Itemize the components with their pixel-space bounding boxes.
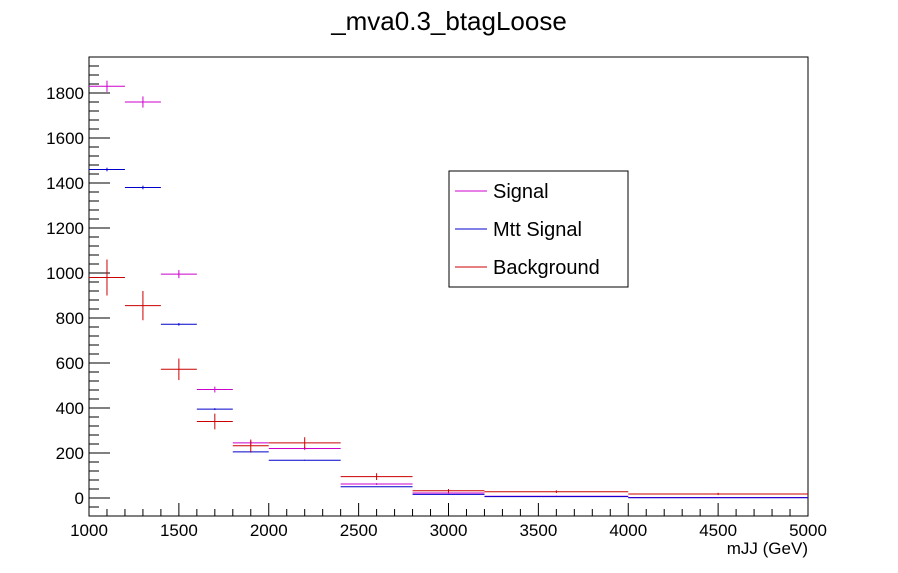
x-tick-label: 3000 (430, 521, 468, 540)
y-tick-label: 600 (56, 354, 84, 373)
y-tick-label: 0 (75, 489, 84, 508)
data-point (89, 167, 125, 172)
legend: Signal Mtt Signal Background (448, 170, 629, 288)
x-tick-label: 2000 (250, 521, 288, 540)
y-tick-label: 200 (56, 444, 84, 463)
data-point (124, 96, 161, 108)
legend-items: Signal Mtt Signal Background (455, 181, 600, 279)
data-point (628, 492, 808, 496)
data-point (196, 408, 233, 411)
y-tick-label: 800 (56, 309, 84, 328)
y-tick-label: 1600 (46, 129, 84, 148)
y-tick-label: 400 (56, 399, 84, 418)
x-tick-label: 2500 (340, 521, 378, 540)
data-point (340, 473, 413, 480)
legend-label: Background (493, 257, 600, 279)
chart-title: _mva0.3_btagLoose (330, 6, 567, 36)
x-tick-label: 4500 (699, 521, 737, 540)
data-point (232, 439, 269, 453)
data-point (196, 413, 233, 430)
data-point (268, 437, 341, 449)
data-point (160, 358, 197, 381)
y-tick-label: 1400 (46, 174, 84, 193)
data-point (124, 185, 161, 190)
series-layer (89, 80, 808, 499)
y-tick-label: 1800 (46, 84, 84, 103)
x-tick-label: 4000 (609, 521, 647, 540)
x-tick-label: 3500 (519, 521, 557, 540)
axes: 1000 1500 2000 2500 3000 3500 4000 4500 5000 0 200… (46, 56, 827, 540)
legend-label: Mtt Signal (493, 219, 582, 241)
data-point (160, 270, 197, 279)
data-point (89, 259, 125, 296)
data-point (268, 459, 341, 461)
data-point (124, 291, 161, 321)
data-point (196, 386, 233, 393)
data-point (484, 490, 629, 494)
data-point (160, 322, 197, 326)
series-mtt-signal (89, 167, 808, 499)
series-signal (89, 80, 808, 499)
legend-label: Signal (493, 181, 549, 203)
data-point (412, 489, 485, 493)
data-point (89, 80, 125, 92)
x-tick-label: 1000 (70, 521, 108, 540)
y-tick-label: 1200 (46, 219, 84, 238)
x-axis-label: mJJ (GeV) (727, 539, 808, 558)
data-point (340, 483, 413, 485)
x-tick-label: 1500 (160, 521, 198, 540)
y-tick-label: 1000 (46, 264, 84, 283)
series-background (89, 259, 808, 496)
x-tick-label: 5000 (789, 521, 827, 540)
